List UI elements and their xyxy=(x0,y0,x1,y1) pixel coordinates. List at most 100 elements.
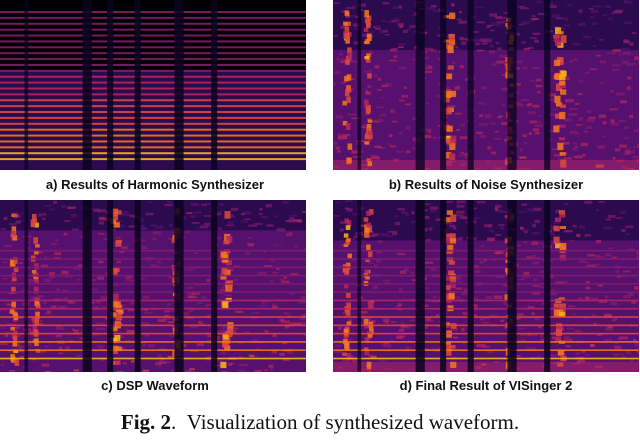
noise-speckle xyxy=(405,212,409,217)
energy-burst xyxy=(35,311,40,319)
energy-burst xyxy=(224,211,231,219)
noise-speckle xyxy=(389,59,398,62)
energy-burst xyxy=(444,341,451,345)
noise-speckle xyxy=(240,363,249,367)
noise-speckle xyxy=(610,119,615,123)
noise-speckle xyxy=(515,260,524,264)
energy-burst xyxy=(368,301,374,309)
noise-speckle xyxy=(139,244,144,248)
noise-speckle xyxy=(333,71,341,74)
energy-burst xyxy=(33,251,39,255)
noise-speckle xyxy=(529,79,536,82)
noise-speckle xyxy=(333,34,338,37)
noise-speckle xyxy=(390,109,394,113)
spectrum-band xyxy=(333,140,639,151)
noise-speckle xyxy=(537,115,542,117)
noise-speckle xyxy=(169,223,173,227)
noise-speckle xyxy=(381,20,387,22)
noise-speckle xyxy=(607,214,616,219)
noise-speckle xyxy=(19,263,24,266)
noise-speckle xyxy=(599,60,607,64)
noise-speckle xyxy=(595,164,604,168)
noise-speckle xyxy=(622,60,630,64)
noise-speckle xyxy=(289,217,295,220)
noise-speckle xyxy=(532,66,541,70)
noise-speckle xyxy=(200,203,208,206)
energy-burst xyxy=(224,269,231,276)
noise-speckle xyxy=(228,221,234,224)
noise-speckle xyxy=(272,303,276,306)
noise-speckle xyxy=(197,302,203,304)
noise-speckle xyxy=(554,256,563,260)
energy-burst xyxy=(363,40,369,45)
energy-burst xyxy=(12,277,17,282)
noise-speckle xyxy=(637,144,639,148)
noise-speckle xyxy=(121,213,130,217)
noise-speckle xyxy=(270,367,274,372)
noise-speckle xyxy=(89,278,96,282)
noise-speckle xyxy=(185,231,191,234)
energy-burst xyxy=(449,345,456,349)
noise-speckle xyxy=(617,353,624,356)
noise-speckle xyxy=(364,326,370,330)
noise-speckle xyxy=(461,38,469,41)
energy-burst xyxy=(364,269,370,274)
energy-burst xyxy=(14,358,20,366)
noise-speckle xyxy=(616,159,624,162)
noise-speckle xyxy=(494,130,499,133)
noise-speckle xyxy=(167,261,175,266)
noise-speckle xyxy=(79,337,84,340)
noise-speckle xyxy=(539,334,544,338)
noise-speckle xyxy=(459,136,468,140)
noise-speckle xyxy=(142,343,147,347)
noise-speckle xyxy=(604,338,613,342)
noise-speckle xyxy=(385,83,392,87)
noise-speckle xyxy=(0,364,5,367)
noise-speckle xyxy=(481,363,487,366)
noise-speckle xyxy=(201,296,207,299)
noise-speckle xyxy=(247,236,253,239)
noise-speckle xyxy=(574,329,582,333)
noise-speckle xyxy=(379,113,386,117)
spectrum-band xyxy=(0,321,306,333)
noise-speckle xyxy=(269,280,274,283)
energy-burst xyxy=(115,210,122,215)
energy-burst xyxy=(445,348,452,356)
noise-speckle xyxy=(43,256,48,260)
noise-speckle xyxy=(626,86,631,90)
noise-speckle xyxy=(479,38,486,42)
noise-speckle xyxy=(533,207,542,211)
noise-speckle xyxy=(100,357,106,362)
noise-speckle xyxy=(3,324,7,328)
energy-burst xyxy=(448,291,455,300)
noise-speckle xyxy=(578,117,584,121)
noise-speckle xyxy=(527,347,536,351)
energy-burst xyxy=(367,250,373,258)
harmonic-line xyxy=(0,58,306,61)
noise-speckle xyxy=(572,363,578,365)
spectrum-band xyxy=(0,331,306,343)
energy-burst xyxy=(444,236,451,244)
noise-speckle xyxy=(73,369,80,372)
noise-speckle xyxy=(548,232,555,236)
harmonic-line xyxy=(0,122,306,125)
energy-burst xyxy=(343,243,349,248)
noise-speckle xyxy=(598,111,602,114)
noise-speckle xyxy=(461,41,467,45)
energy-burst xyxy=(444,285,451,291)
energy-burst xyxy=(367,73,372,79)
noise-speckle xyxy=(495,15,503,20)
noise-speckle xyxy=(552,134,561,138)
spectrum-band xyxy=(0,301,306,313)
noise-speckle xyxy=(259,212,263,216)
noise-speckle xyxy=(335,146,340,150)
energy-burst xyxy=(450,238,457,244)
spectrum-band xyxy=(333,270,639,282)
energy-burst xyxy=(111,350,118,354)
noise-speckle xyxy=(213,364,222,367)
noise-speckle xyxy=(484,243,494,247)
noise-speckle xyxy=(472,270,481,274)
noise-speckle xyxy=(500,210,510,214)
noise-speckle xyxy=(346,208,353,212)
harmonic-line xyxy=(0,274,306,277)
